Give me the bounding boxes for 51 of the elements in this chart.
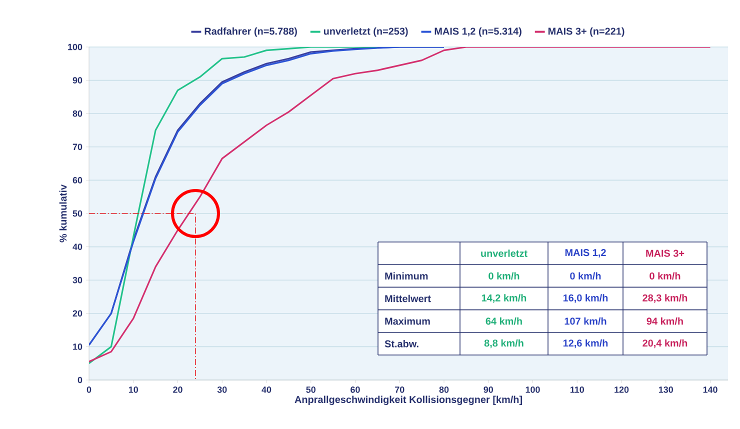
x-tick-label: 40	[262, 386, 272, 393]
y-tick-label: 40	[72, 244, 82, 250]
x-tick-label: 10	[128, 386, 138, 393]
category-label: Mittelwert	[385, 294, 431, 302]
x-tick-label: 0	[86, 386, 92, 393]
y-tick-label: 0	[78, 376, 82, 384]
category-label: Maximum	[385, 317, 430, 325]
text: 94 km/h	[646, 317, 683, 325]
text: 8,8 km/h	[484, 339, 524, 348]
x-tick-label: 110	[570, 386, 584, 393]
text: 64 km/h	[486, 317, 522, 325]
text: 28,3 km/h	[642, 294, 688, 303]
y-tick-label: 100	[68, 44, 82, 50]
y-tick-label: 50	[72, 210, 82, 217]
y-tick-label: 10	[73, 344, 82, 350]
text: 0 km/h	[570, 272, 601, 280]
x-tick-label: 130	[658, 386, 673, 393]
x-tick-label: 120	[614, 386, 629, 393]
x-tick-label: 30	[217, 386, 227, 393]
text: 107 km/h	[564, 317, 606, 325]
category-label: MAIS 1,2	[565, 249, 606, 258]
text: 16,0 km/h	[563, 294, 608, 303]
category-label: Minimum	[385, 272, 428, 280]
text: 0 km/h	[488, 272, 520, 280]
x-axis-title: Anprallgeschwindigkeit Kollisionsgegner [km/h]	[294, 396, 522, 406]
x-tick-label: 90	[484, 386, 494, 393]
x-tick-label: 140	[703, 386, 718, 393]
y-tick-label: 30	[72, 276, 82, 284]
x-tick-label: 70	[395, 386, 404, 393]
text: 20,4 km/h	[642, 339, 688, 348]
x-tick-label: 80	[439, 386, 449, 393]
text: 0 km/h	[650, 272, 680, 280]
y-tick-label: 20	[72, 310, 82, 317]
x-tick-label: 60	[350, 386, 360, 393]
y-tick-label: 80	[72, 110, 82, 117]
x-tick-label: 50	[306, 386, 316, 393]
text: 12,6 km/h	[563, 339, 608, 348]
legend-label: MAIS 3+ (n=221)	[548, 27, 624, 37]
category-label: unverletzt	[481, 250, 528, 257]
legend-label: MAIS 1,2 (n=5.314)	[434, 27, 522, 37]
legend-label: unverletzt (n=253)	[324, 27, 408, 37]
y-tick-label: 70	[72, 144, 82, 150]
y-tick-label: 90	[72, 77, 82, 84]
x-tick-label: 20	[173, 386, 182, 393]
category-label: MAIS 3+	[646, 250, 684, 257]
category-label: St.abw.	[384, 340, 418, 348]
y-tick-label: 60	[72, 177, 82, 184]
y-axis-title: % kumulativ	[59, 184, 67, 242]
text: 14,2 km/h	[482, 294, 526, 303]
x-tick-label: 100	[526, 386, 540, 393]
legend-label: Radfahrer (n=5.788)	[204, 27, 297, 37]
